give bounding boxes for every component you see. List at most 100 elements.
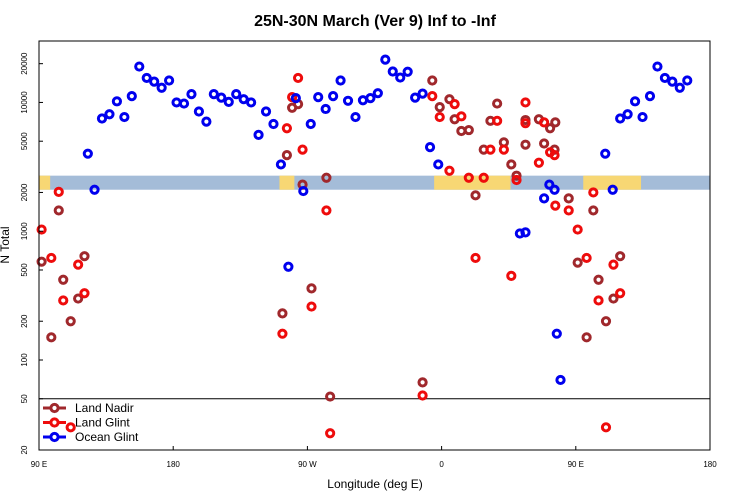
- data-point: [89, 184, 100, 195]
- data-point: [305, 118, 316, 130]
- y-tick-label: 20: [20, 445, 29, 454]
- data-point: [549, 150, 560, 161]
- y-tick-label: 100: [20, 353, 29, 367]
- legend-item: Land Glint: [43, 416, 130, 430]
- data-point: [544, 179, 555, 190]
- data-point: [506, 159, 517, 170]
- data-point: [674, 82, 685, 93]
- y-axis-ticks: 20 50 100 200 500 1000 2000 5000 10000 20000: [20, 52, 43, 454]
- data-point: [563, 205, 574, 216]
- data-point: [126, 91, 137, 102]
- data-point: [320, 103, 331, 115]
- data-point: [682, 75, 693, 86]
- data-point: [402, 66, 413, 77]
- data-point: [498, 144, 509, 155]
- data-point: [607, 184, 618, 195]
- data-point: [434, 111, 445, 123]
- x-axis-label: Longitude (deg E): [327, 477, 422, 491]
- data-point: [325, 391, 336, 402]
- data-point: [581, 332, 592, 343]
- data-point: [328, 91, 339, 102]
- data-point: [335, 75, 346, 86]
- data-point: [306, 301, 317, 312]
- data-point: [622, 109, 633, 120]
- data-point: [372, 88, 383, 99]
- legend-marker: [49, 402, 60, 414]
- y-tick-label: 2000: [20, 183, 29, 201]
- data-point: [53, 186, 64, 197]
- data-point: [387, 66, 398, 77]
- data-point: [600, 316, 612, 327]
- data-point: [427, 75, 438, 86]
- data-point: [629, 96, 641, 107]
- data-point: [608, 293, 619, 304]
- data-point: [463, 124, 474, 136]
- data-point: [73, 293, 84, 304]
- data-point: [644, 91, 656, 102]
- data-point: [193, 106, 205, 117]
- data-point: [600, 422, 612, 433]
- x-tick-label: 180: [703, 460, 717, 469]
- x-tick-label: 90 W: [298, 460, 317, 469]
- data-point: [417, 88, 428, 99]
- data-point: [417, 377, 428, 388]
- data-point: [281, 123, 292, 134]
- data-point: [96, 113, 108, 124]
- legend-marker: [49, 431, 60, 443]
- data-point: [511, 170, 522, 181]
- data-point: [410, 92, 421, 103]
- data-point: [178, 98, 190, 109]
- data-point: [216, 92, 227, 103]
- data-point: [119, 111, 130, 123]
- data-point: [134, 61, 145, 72]
- data-point: [277, 308, 288, 319]
- land-segment-1: [279, 175, 295, 190]
- data-point: [470, 252, 481, 264]
- data-point: [208, 89, 219, 100]
- data-point: [550, 200, 561, 211]
- data-point: [79, 288, 90, 299]
- data-point: [520, 227, 531, 238]
- data-point: [268, 118, 279, 130]
- series-land-glint: [36, 72, 626, 439]
- data-point: [539, 193, 550, 204]
- x-tick-label: 90 E: [568, 460, 584, 469]
- data-point: [313, 92, 324, 103]
- data-point: [520, 97, 531, 108]
- data-point: [58, 274, 69, 285]
- data-point: [615, 113, 626, 124]
- y-tick-label: 500: [20, 263, 29, 277]
- legend-marker: [49, 417, 60, 428]
- data-point: [260, 106, 272, 117]
- data-point: [53, 205, 64, 216]
- data-point: [485, 144, 496, 155]
- data-point: [111, 96, 123, 107]
- data-point: [163, 75, 175, 86]
- x-tick-label: 90 E: [31, 460, 47, 469]
- data-point: [201, 116, 212, 127]
- data-point: [79, 251, 90, 262]
- data-point: [350, 111, 361, 123]
- y-tick-label: 5000: [20, 132, 29, 150]
- series-ocean-glint: [82, 54, 693, 386]
- x-tick-label: 0: [439, 460, 444, 469]
- data-point: [520, 118, 531, 129]
- legend-label: Land Glint: [75, 416, 130, 430]
- data-point: [444, 165, 455, 176]
- data-point: [46, 252, 57, 264]
- data-point: [667, 76, 678, 87]
- data-point: [275, 159, 287, 170]
- data-point: [593, 274, 604, 285]
- land-segment-3: [583, 175, 642, 190]
- data-point: [581, 252, 592, 264]
- legend-item: Land Nadir: [43, 401, 134, 415]
- data-point: [58, 295, 69, 306]
- data-point: [297, 144, 308, 155]
- data-point: [231, 89, 242, 100]
- data-point: [253, 129, 264, 140]
- data-point: [424, 141, 436, 153]
- legend-label: Ocean Glint: [75, 430, 139, 444]
- legend-label: Land Nadir: [75, 401, 134, 415]
- data-point: [492, 115, 503, 126]
